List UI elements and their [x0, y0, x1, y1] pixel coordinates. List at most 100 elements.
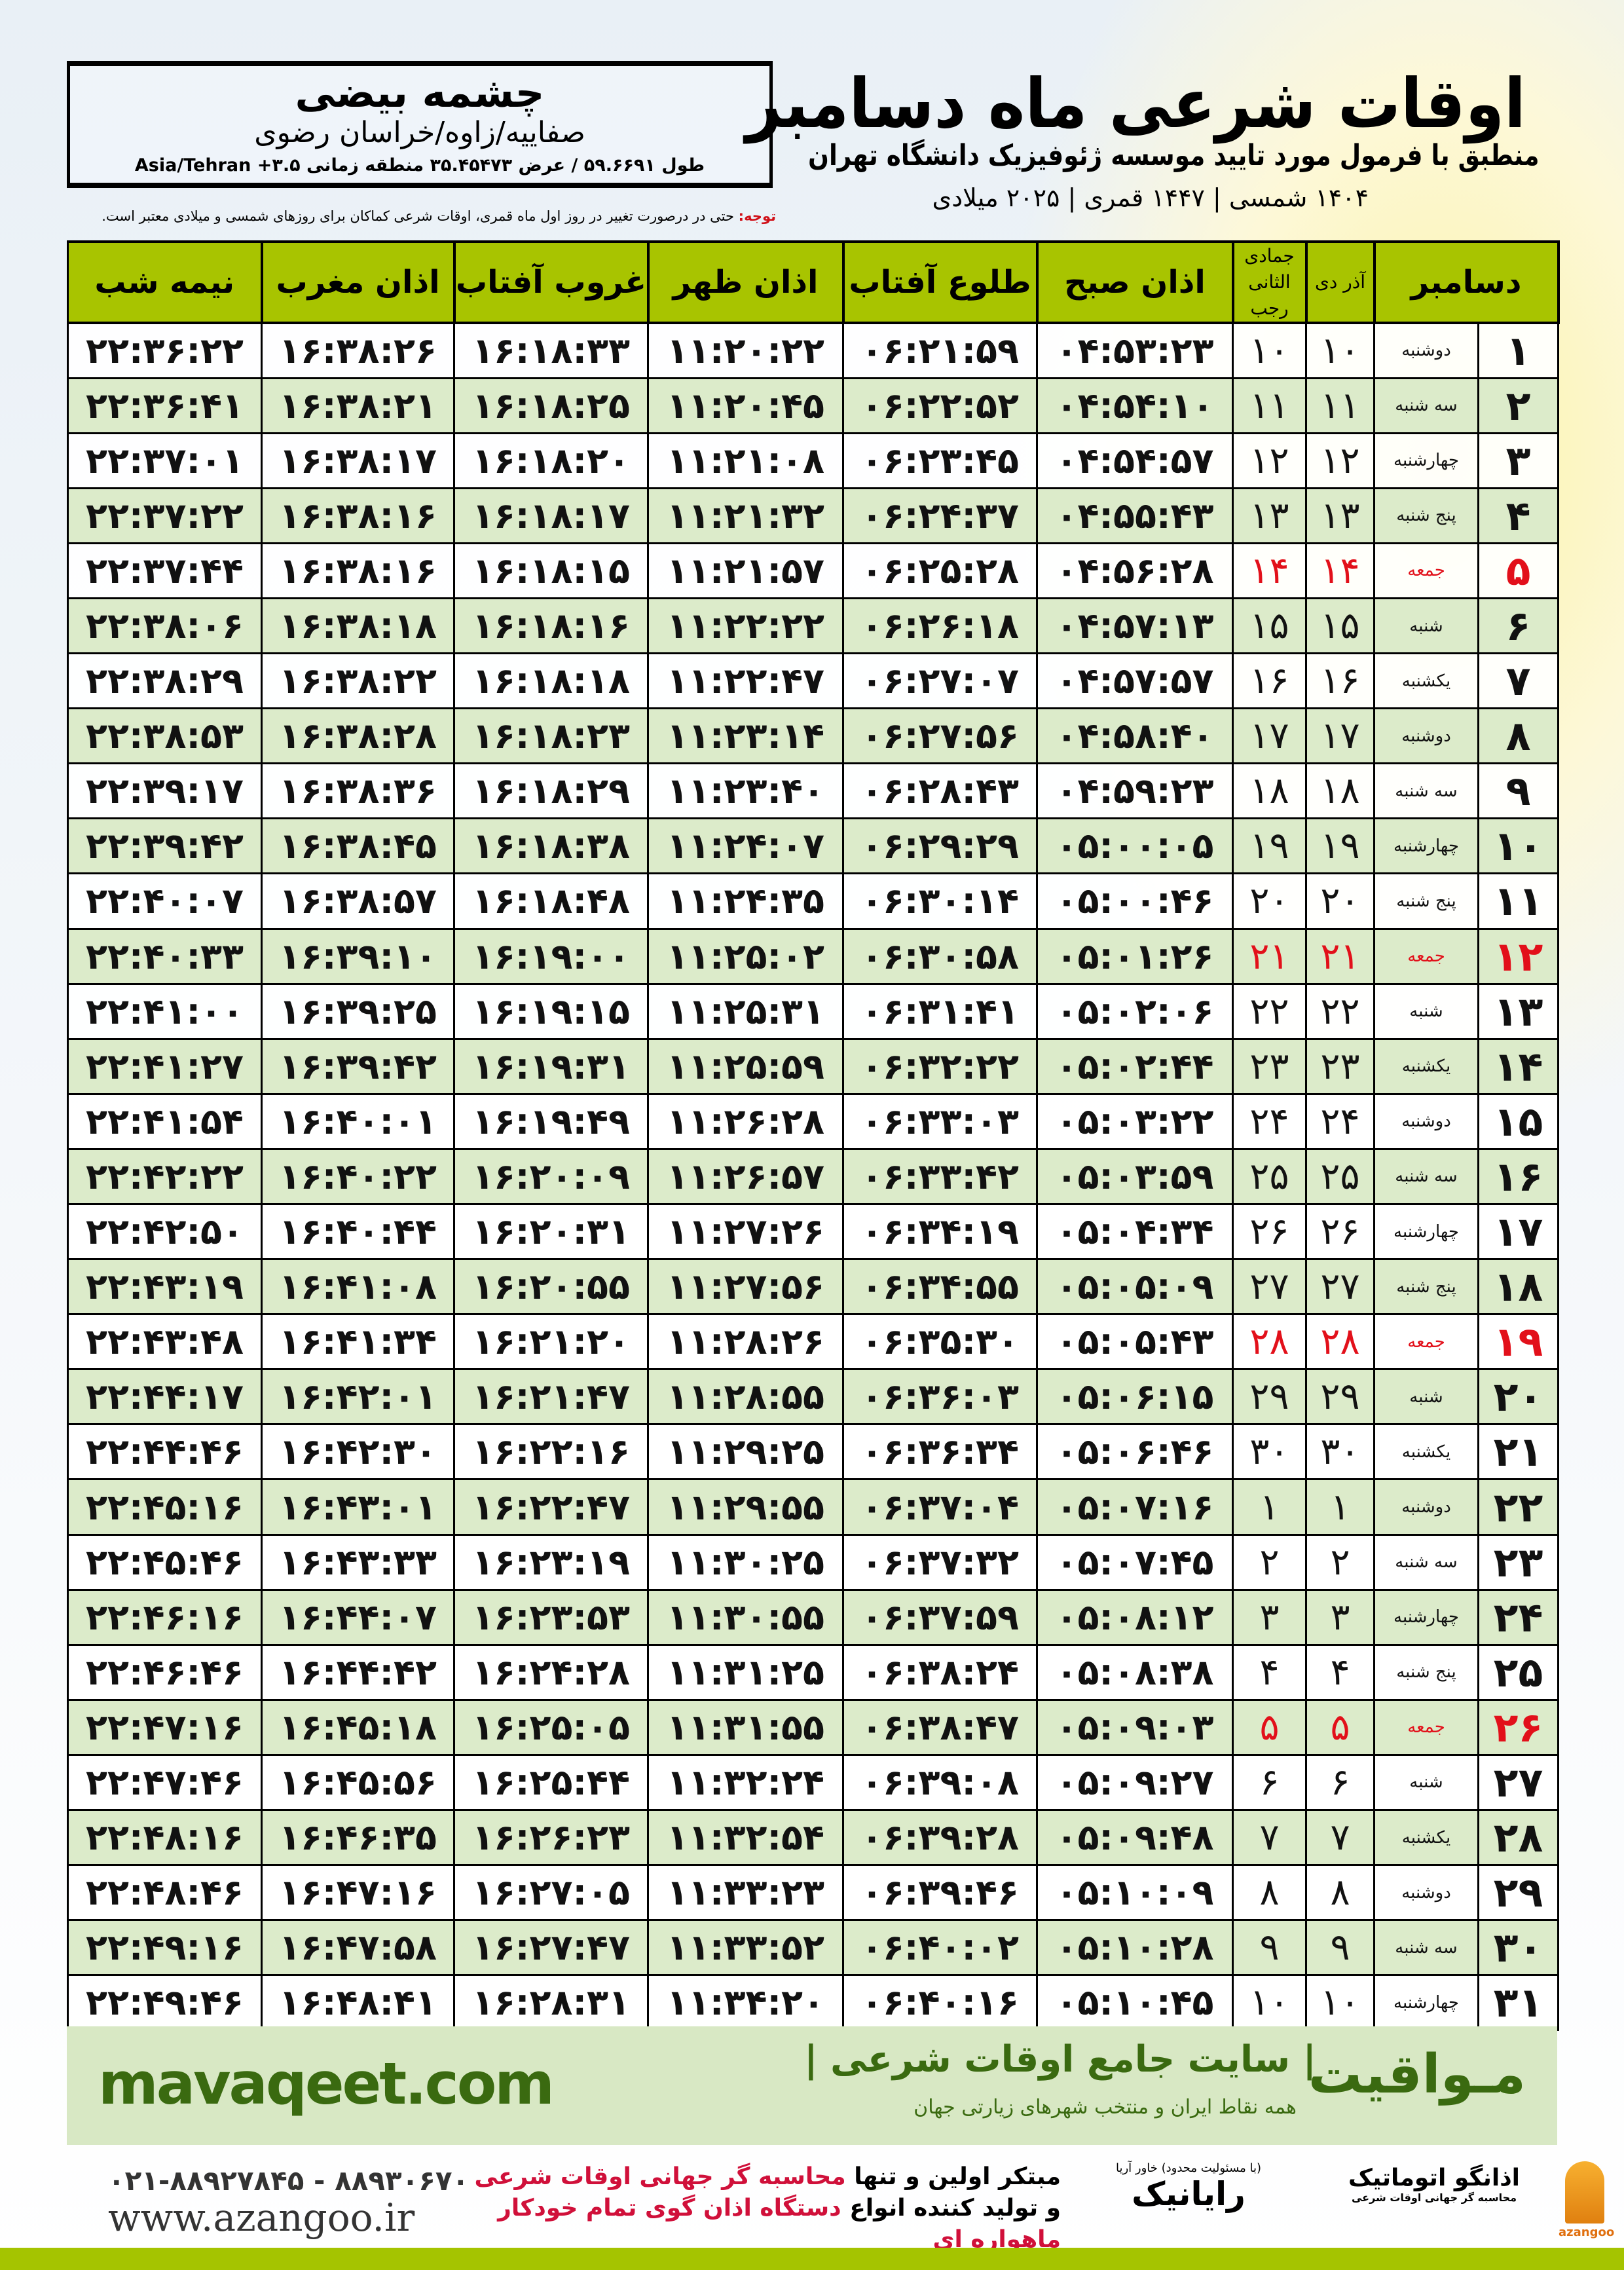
maghrib-time: ۱۶:۴۶:۳۵ [261, 1809, 455, 1867]
table-row: ۱۶ سه شنبه ۲۵ ۲۵ ۰۵:۰۳:۵۹ ۰۶:۳۳:۴۲ ۱۱:۲۶:۵۷ ۱۶:… [67, 1147, 1559, 1206]
dhuhr-time: ۱۱:۲۴:۰۷ [647, 817, 844, 875]
solar-day: ۱۰ [1305, 322, 1375, 379]
azangoo-url[interactable]: www.azangoo.ir [108, 2195, 415, 2240]
maghrib-time: ۱۶:۳۸:۳۶ [261, 762, 455, 820]
solar-day: ۱ [1305, 1478, 1375, 1536]
midnight-time: ۲۲:۳۶:۴۱ [67, 377, 263, 434]
table-row: ۳۱ چهارشنبه ۱۰ ۱۰ ۰۵:۱۰:۴۵ ۰۶:۴۰:۱۶ ۱۱:۳۴:۲۰ ۱۶… [67, 1974, 1559, 2032]
azangoo-name: اذانگو اتوماتیک [1348, 2165, 1521, 2191]
fajr-time: ۰۴:۵۹:۲۳ [1036, 762, 1234, 820]
midnight-time: ۲۲:۴۶:۴۶ [67, 1643, 263, 1701]
hijri-day: ۲۶ [1232, 1202, 1307, 1261]
table-row: ۱۵ دوشنبه ۲۴ ۲۴ ۰۵:۰۳:۲۲ ۰۶:۳۳:۰۳ ۱۱:۲۶:۲۸ ۱۶:۱… [67, 1092, 1559, 1150]
maghrib-time: ۱۶:۳۸:۱۶ [261, 542, 455, 599]
day-number: ۲۴ [1477, 1588, 1559, 1646]
fajr-time: ۰۵:۰۵:۰۹ [1036, 1258, 1234, 1316]
midnight-time: ۲۲:۴۲:۲۲ [67, 1147, 263, 1206]
weekday: چهارشنبه [1373, 432, 1479, 489]
azangoo-en: azangoo [1559, 2225, 1615, 2239]
midnight-time: ۲۲:۴۳:۱۹ [67, 1258, 263, 1316]
sunrise-time: ۰۶:۳۷:۳۲ [842, 1533, 1038, 1591]
fajr-time: ۰۴:۵۴:۱۰ [1036, 377, 1234, 434]
weekday: سه شنبه [1373, 1919, 1479, 1977]
hijri-day: ۶ [1232, 1753, 1307, 1812]
solar-day: ۱۷ [1305, 707, 1375, 765]
sunset-time: ۱۶:۲۱:۴۷ [453, 1368, 649, 1426]
sunrise-time: ۰۶:۲۴:۳۷ [842, 487, 1038, 544]
midnight-time: ۲۲:۳۸:۵۳ [67, 707, 263, 765]
table-row: ۱۸ پنج شنبه ۲۷ ۲۷ ۰۵:۰۵:۰۹ ۰۶:۳۴:۵۵ ۱۱:۲۷:۵۶ ۱۶… [67, 1258, 1559, 1316]
solar-day: ۲۷ [1305, 1258, 1375, 1316]
midnight-time: ۲۲:۴۰:۰۷ [67, 872, 263, 930]
midnight-time: ۲۲:۴۸:۴۶ [67, 1864, 263, 1922]
dhuhr-time: ۱۱:۲۰:۴۵ [647, 377, 844, 434]
hijri-day: ۹ [1232, 1919, 1307, 1977]
table-row: ۱۲ جمعه ۲۱ ۲۱ ۰۵:۰۱:۲۶ ۰۶:۳۰:۵۸ ۱۱:۲۵:۰۲ ۱۶:۱۹:… [67, 927, 1559, 985]
sunset-time: ۱۶:۱۸:۲۳ [453, 707, 649, 765]
sunrise-time: ۰۶:۳۷:۰۴ [842, 1478, 1038, 1536]
hijri-day: ۸ [1232, 1864, 1307, 1922]
col-solar-label: آذر دی [1314, 271, 1366, 293]
midnight-time: ۲۲:۴۵:۴۶ [67, 1533, 263, 1591]
maghrib-time: ۱۶:۴۱:۳۴ [261, 1313, 455, 1371]
solar-day: ۲۰ [1305, 872, 1375, 930]
solar-day: ۲۴ [1305, 1092, 1375, 1150]
day-number: ۹ [1477, 762, 1559, 820]
midnight-time: ۲۲:۳۹:۱۷ [67, 762, 263, 820]
day-number: ۱۷ [1477, 1202, 1559, 1261]
dhuhr-time: ۱۱:۲۱:۰۸ [647, 432, 844, 489]
sunrise-time: ۰۶:۳۹:۲۸ [842, 1809, 1038, 1867]
weekday: پنج شنبه [1373, 1258, 1479, 1316]
promo-text: مبتکر اولین و تنها محاسبه گر جهانی اوقات… [458, 2161, 1061, 2256]
fajr-time: ۰۴:۵۵:۴۳ [1036, 487, 1234, 544]
hijri-day: ۲۰ [1232, 872, 1307, 930]
mavaqeet-logo-text: مـواقیت [1308, 2043, 1526, 2106]
sunset-time: ۱۶:۲۵:۴۴ [453, 1753, 649, 1812]
fajr-time: ۰۵:۰۹:۰۳ [1036, 1698, 1234, 1756]
maghrib-time: ۱۶:۴۴:۰۷ [261, 1588, 455, 1646]
phone-numbers: ۰۲۱-۸۸۹۲۷۸۴۵ - ۸۸۹۳۰۶۷۰ [108, 2165, 470, 2197]
solar-day: ۲۶ [1305, 1202, 1375, 1261]
midnight-time: ۲۲:۳۹:۴۲ [67, 817, 263, 875]
midnight-time: ۲۲:۳۷:۲۲ [67, 487, 263, 544]
maghrib-time: ۱۶:۴۵:۵۶ [261, 1753, 455, 1812]
hijri-day: ۱۵ [1232, 597, 1307, 655]
sunset-time: ۱۶:۲۷:۴۷ [453, 1919, 649, 1977]
maghrib-time: ۱۶:۳۸:۲۶ [261, 322, 455, 379]
maghrib-time: ۱۶:۴۲:۰۱ [261, 1368, 455, 1426]
weekday: شنبه [1373, 1368, 1479, 1426]
solar-day: ۱۹ [1305, 817, 1375, 875]
day-number: ۱۶ [1477, 1147, 1559, 1206]
fajr-time: ۰۵:۰۶:۱۵ [1036, 1368, 1234, 1426]
dhuhr-time: ۱۱:۲۹:۲۵ [647, 1423, 844, 1481]
sunset-time: ۱۶:۱۸:۳۳ [453, 322, 649, 379]
page-subtitle: منطبق با فرمول مورد تایید موسسه ژئوفیزیک… [807, 139, 1539, 172]
sunrise-time: ۰۶:۳۴:۱۹ [842, 1202, 1038, 1261]
hijri-day: ۳ [1232, 1588, 1307, 1646]
solar-day: ۲۱ [1305, 927, 1375, 985]
weekday: چهارشنبه [1373, 1974, 1479, 2032]
sunrise-time: ۰۶:۳۰:۵۸ [842, 927, 1038, 985]
sunset-time: ۱۶:۲۰:۰۹ [453, 1147, 649, 1206]
dhuhr-time: ۱۱:۳۱:۵۵ [647, 1698, 844, 1756]
sunrise-time: ۰۶:۳۱:۴۱ [842, 982, 1038, 1040]
dhuhr-time: ۱۱:۳۲:۵۴ [647, 1809, 844, 1867]
day-number: ۲۳ [1477, 1533, 1559, 1591]
solar-day: ۱۰ [1305, 1974, 1375, 2032]
solar-day: ۸ [1305, 1864, 1375, 1922]
fajr-time: ۰۴:۵۳:۲۳ [1036, 322, 1234, 379]
day-number: ۲۵ [1477, 1643, 1559, 1701]
midnight-time: ۲۲:۳۶:۲۲ [67, 322, 263, 379]
day-number: ۲۰ [1477, 1368, 1559, 1426]
midnight-time: ۲۲:۴۴:۱۷ [67, 1368, 263, 1426]
solar-day: ۲۵ [1305, 1147, 1375, 1206]
day-number: ۱۹ [1477, 1313, 1559, 1371]
sunrise-time: ۰۶:۴۰:۱۶ [842, 1974, 1038, 2032]
dhuhr-time: ۱۱:۳۴:۲۰ [647, 1974, 844, 2032]
dome-icon [1565, 2161, 1604, 2223]
mavaqeet-url[interactable]: mavaqeet.com [98, 2050, 555, 2117]
weekday: یکشنبه [1373, 1809, 1479, 1867]
sunrise-time: ۰۶:۲۲:۵۲ [842, 377, 1038, 434]
day-number: ۲ [1477, 377, 1559, 434]
weekday: دوشنبه [1373, 707, 1479, 765]
